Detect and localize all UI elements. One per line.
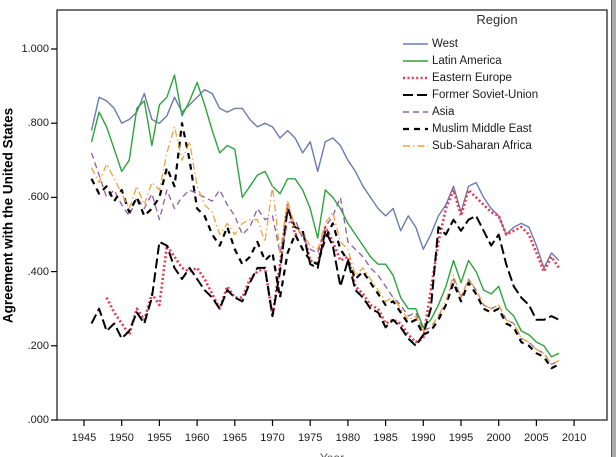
series-line-muslim-middle-east — [90, 122, 560, 370]
legend-label-asia: Asia — [432, 105, 455, 118]
legend-swatch-former-soviet-union — [403, 93, 428, 96]
window-edge — [611, 0, 616, 457]
x-tick-label: 1995 — [448, 432, 474, 444]
x-tick-label: 2005 — [524, 432, 549, 444]
y-tick-label: .000 — [27, 414, 49, 426]
legend-label-sub-saharan-africa: Sub-Saharan Africa — [432, 139, 532, 152]
legend-item-former-soviet-union: Former Soviet-Union — [402, 86, 602, 103]
x-tick-label: 1985 — [373, 432, 398, 444]
x-tick-label: 1975 — [297, 432, 323, 444]
legend-item-muslim-middle-east: Muslim Middle East — [402, 120, 602, 137]
plot-frame — [56, 9, 608, 421]
x-tick-label: 1970 — [260, 432, 285, 444]
x-tick-label: 2010 — [561, 432, 587, 444]
x-tick-label: 1945 — [71, 432, 97, 444]
legend-swatch-sub-saharan-africa — [403, 144, 428, 147]
x-axis-title-partial: Year — [300, 451, 364, 457]
legend-swatch-latin-america — [403, 59, 428, 62]
x-tick-label: 1990 — [411, 432, 436, 444]
legend-label-latin-america: Latin America — [432, 54, 502, 67]
legend-label-west: West — [432, 37, 458, 50]
legend-item-eastern-europe: Eastern Europe — [402, 69, 602, 86]
legend-swatch-muslim-middle-east — [403, 127, 428, 130]
series-line-former-soviet-union — [90, 207, 560, 347]
y-axis-title: Agreement with the United States — [0, 107, 16, 324]
legend-title: Region — [476, 12, 518, 27]
y-tick-label: 1.000 — [21, 43, 49, 55]
legend-swatch-west — [403, 42, 428, 45]
legend-item-west: West — [402, 35, 602, 52]
legend-label-former-soviet-union: Former Soviet-Union — [432, 88, 539, 101]
legend-item-sub-saharan-africa: Sub-Saharan Africa — [402, 137, 602, 154]
series-line-sub-saharan-africa — [90, 126, 560, 366]
series-line-west — [90, 89, 560, 269]
x-tick-label: 1950 — [109, 432, 134, 444]
legend-item-latin-america: Latin America — [402, 52, 602, 69]
y-tick-label: .800 — [27, 117, 49, 130]
x-tick-label: 1960 — [184, 432, 210, 444]
series-line-eastern-europe — [105, 188, 561, 344]
legend-swatch-asia — [403, 110, 428, 113]
series-line-asia — [90, 152, 560, 366]
legend: Region West Latin America Eastern Europe… — [402, 12, 602, 154]
legend-item-asia: Asia — [402, 103, 602, 120]
x-tick-label: 1965 — [222, 432, 248, 444]
legend-label-muslim-middle-east: Muslim Middle East — [432, 122, 532, 135]
x-tick-label: 1955 — [147, 432, 172, 444]
legend-label-eastern-europe: Eastern Europe — [432, 71, 512, 84]
y-tick-label: .600 — [27, 191, 49, 204]
x-tick-label: 1980 — [335, 432, 361, 444]
y-tick-label: .400 — [27, 265, 49, 278]
x-tick-label: 2000 — [486, 432, 511, 444]
y-tick-label: .200 — [27, 339, 49, 352]
series-line-latin-america — [90, 74, 560, 358]
legend-swatch-eastern-europe — [403, 76, 428, 79]
